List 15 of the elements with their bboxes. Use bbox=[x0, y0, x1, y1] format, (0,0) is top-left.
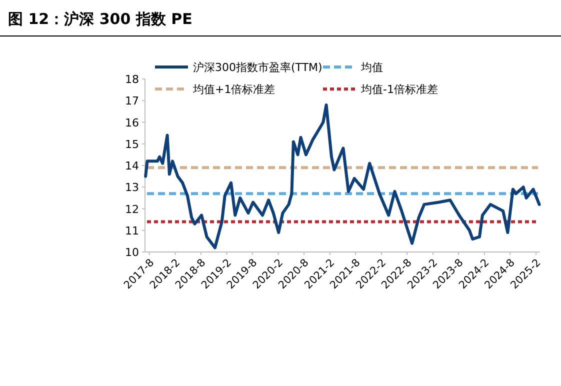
y-tick-label: 18 bbox=[125, 73, 139, 86]
legend-label: 沪深300指数市盈率(TTM) bbox=[193, 61, 322, 74]
y-tick-label: 13 bbox=[125, 181, 139, 194]
y-tick-label: 12 bbox=[125, 202, 139, 216]
y-tick-label: 17 bbox=[125, 94, 139, 108]
chart-title: 图 12：沪深 300 指数 PE bbox=[8, 10, 192, 28]
legend-label: 均值+1倍标准差 bbox=[192, 83, 276, 96]
legend-label: 均值 bbox=[360, 61, 383, 74]
y-tick-label: 14 bbox=[125, 160, 139, 172]
y-tick-label: 11 bbox=[125, 224, 139, 238]
legend-label: 均值-1倍标准差 bbox=[360, 83, 438, 96]
y-tick-label: 15 bbox=[125, 138, 139, 151]
y-tick-label: 16 bbox=[125, 116, 139, 130]
line-series bbox=[144, 103, 541, 250]
y-tick-label: 10 bbox=[125, 246, 139, 259]
